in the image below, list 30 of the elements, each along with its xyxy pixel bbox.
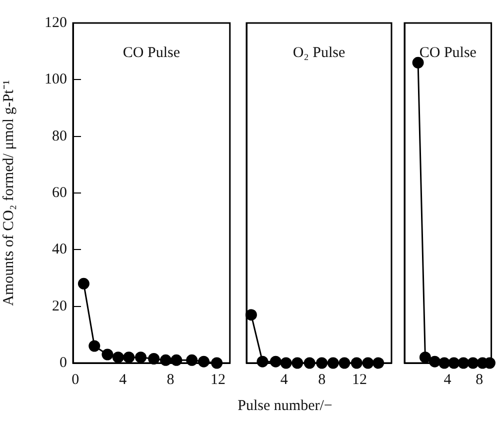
annotation: CO Pulse	[122, 44, 180, 61]
annotation: CO Pulse	[419, 44, 477, 61]
y-tick-label: 80	[52, 128, 67, 144]
x-tick-label: 12	[352, 372, 367, 388]
point	[419, 352, 431, 364]
annotation: O₂ Pulse	[292, 44, 346, 61]
point	[148, 353, 160, 364]
x-tick-label: 8	[318, 372, 326, 388]
x-tick-label: 0	[72, 372, 80, 388]
y-tick-label: 100	[44, 72, 67, 88]
point	[78, 278, 90, 290]
y-tick-label: 20	[52, 298, 67, 314]
x-tick-label: 4	[444, 372, 452, 388]
x-tick-label: 4	[280, 372, 288, 388]
point	[102, 348, 114, 360]
x-tick-label: 8	[166, 372, 174, 388]
point	[88, 340, 100, 352]
point	[123, 352, 135, 364]
y-tick-label: 120	[44, 14, 67, 31]
x-axis-title: Pulse number/−	[236, 398, 334, 415]
y-axis-title: Amounts of CO₂ formed/ μmol g-Pt⁻¹	[0, 80, 17, 306]
y-tick-label: 0	[60, 354, 67, 371]
point	[112, 352, 124, 364]
x-tick-label: 4	[119, 372, 128, 388]
y-tick-label: 40	[52, 242, 67, 258]
x-tick-label: 8	[476, 372, 484, 388]
point	[135, 352, 146, 364]
x-tick-label: 12	[210, 372, 226, 388]
point	[412, 56, 424, 68]
y-tick-label: 60	[52, 184, 67, 201]
